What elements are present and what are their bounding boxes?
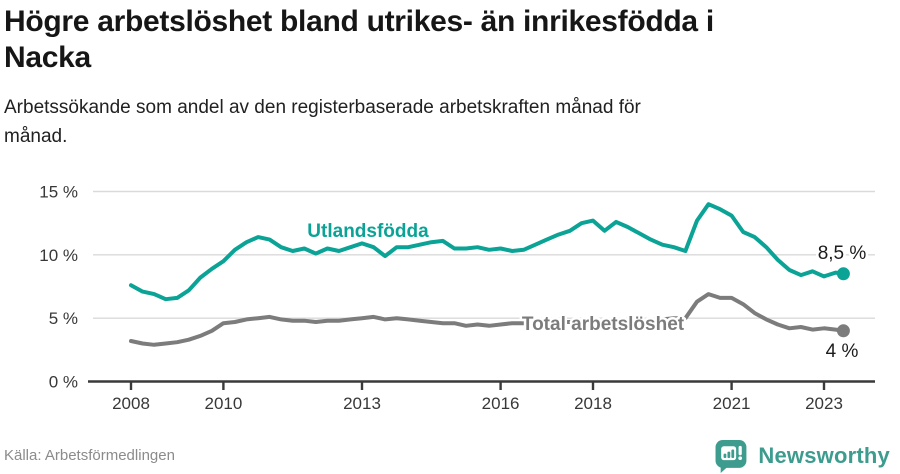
subtitle-line-1: Arbetssökande som andel av den registerb…: [4, 97, 641, 118]
series-line-total: [129, 292, 846, 347]
title-line-2: Nacka: [4, 41, 91, 74]
x-tick-label: 2008: [112, 394, 150, 413]
x-axis-labels: 2008 2010 2013 2016 2018 2021 2023: [112, 394, 843, 413]
x-tick-label: 2018: [574, 394, 612, 413]
x-tick-label: 2010: [204, 394, 242, 413]
series-label-utlandsfodda: Utlandsfödda: [307, 221, 429, 242]
y-tick-label: 0 %: [49, 373, 78, 392]
series-utlandsfodda: [129, 202, 850, 302]
gridlines: [93, 190, 875, 319]
page-title: Högre arbetslöshet bland utrikes- än inr…: [4, 4, 888, 76]
x-tick-label: 2023: [805, 394, 843, 413]
x-tick-label: 2016: [482, 394, 520, 413]
series-line-utlandsfodda: [129, 202, 846, 302]
brand-name: Newsworthy: [758, 442, 890, 468]
title-line-1: Högre arbetslöshet bland utrikes- än inr…: [4, 5, 714, 38]
subtitle-line-2: månad.: [4, 126, 68, 147]
source-note: Källa: Arbetsförmedlingen: [4, 447, 175, 464]
value-label-utlandsfodda: 8,5 %: [818, 243, 867, 264]
newsworthy-bubble-chart-icon: [715, 440, 747, 473]
value-label-total: 4 %: [826, 341, 859, 362]
chart-subtitle: Arbetssökande som andel av den registerb…: [4, 93, 888, 151]
y-tick-label: 5 %: [49, 309, 78, 328]
y-axis-labels: 15 % 10 % 5 % 0 %: [39, 183, 78, 392]
series-endpoint-dot-utlandsfodda: [836, 267, 850, 281]
series-total-arbetsloshet: [129, 292, 850, 347]
y-tick-label: 10 %: [39, 246, 78, 265]
x-tick-label: 2013: [343, 394, 381, 413]
y-tick-label: 15 %: [39, 183, 78, 202]
series-endpoint-dot-total: [836, 324, 850, 338]
icon-exclamation-mark: [738, 445, 743, 461]
series-label-total: Total arbetslöshet: [522, 314, 685, 335]
x-axis-ticks: [129, 382, 826, 390]
x-tick-label: 2021: [713, 394, 751, 413]
icon-bar-chart: [723, 449, 735, 458]
newsworthy-logo[interactable]: Newsworthy: [714, 438, 890, 473]
